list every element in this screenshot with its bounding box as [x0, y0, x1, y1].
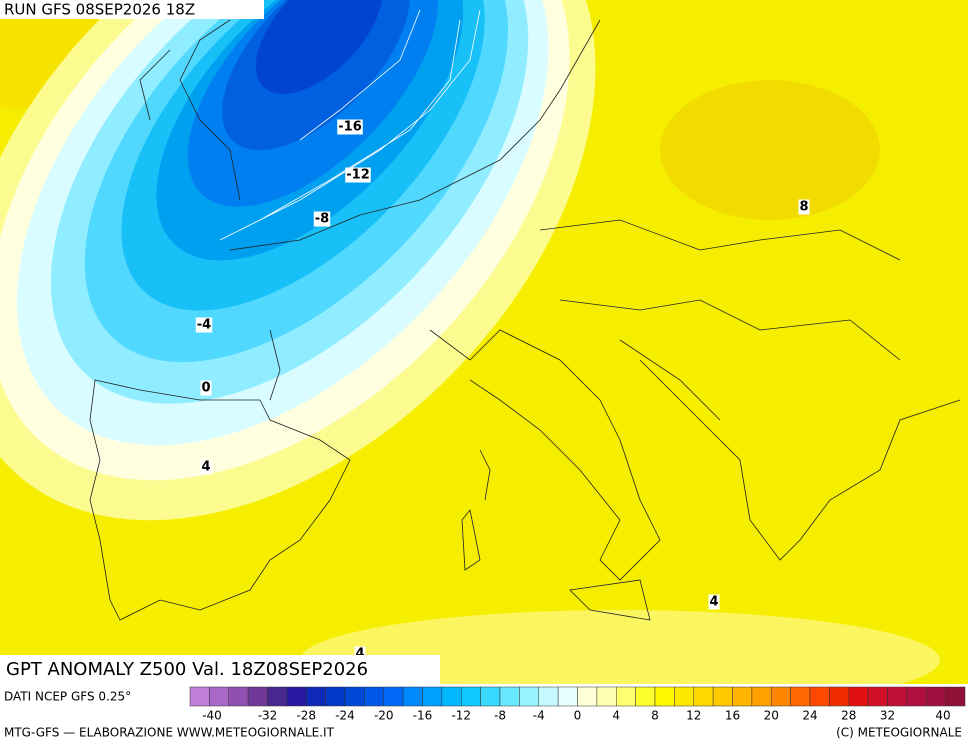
colorbar-tick-label: 16 — [725, 709, 740, 723]
contour-label: 4 — [201, 460, 210, 475]
colorbar-tick-label: 24 — [802, 709, 817, 723]
map-title: GPT ANOMALY Z500 Val. 18Z08SEP2026 — [6, 659, 368, 680]
colorbar-swatch — [402, 686, 423, 707]
colorbar: -40 -32 -28 -24 -20 -16 -12 -8 -4 0 4 8 12 16 20 24 28 32… — [189, 686, 966, 723]
footer-left: MTG-GFS — ELABORAZIONE WWW.METEOGIORNALE… — [4, 726, 335, 740]
colorbar-swatch — [867, 686, 888, 707]
contour-label-bg — [708, 594, 720, 610]
colorbar-tick-label: 12 — [686, 709, 701, 723]
coastline — [139, 19, 241, 201]
colorbar-swatch — [771, 686, 791, 707]
run-box — [0, 0, 264, 19]
colorbar-swatch — [189, 686, 210, 707]
map — [0, 0, 968, 684]
colorbar-tick-label: 28 — [841, 709, 856, 723]
colorbar-tick-label: -4 — [533, 709, 545, 723]
coastline — [269, 329, 661, 581]
footer-right: (C) METEOGIORNALE — [836, 726, 962, 740]
colorbar-swatch — [809, 686, 830, 707]
coastline — [639, 359, 961, 561]
colorbar-tick-label: -40 — [202, 709, 222, 723]
colorbar-swatch — [247, 686, 268, 707]
colorbar-tick-label: -32 — [258, 709, 278, 723]
contour-label-bg — [200, 380, 212, 396]
colorbar-swatch — [596, 686, 617, 707]
colorbar-swatch — [693, 686, 714, 707]
data-source: DATI NCEP GFS 0.25° — [4, 690, 131, 704]
colorbar-swatch — [422, 686, 443, 707]
contour — [219, 9, 481, 241]
colorbar-swatch — [499, 686, 520, 707]
colorbar-tick-label: -28 — [296, 709, 316, 723]
contour-label-bg — [798, 199, 810, 215]
colorbar-tick-label: -16 — [413, 709, 433, 723]
contour-label-bg — [200, 459, 212, 475]
colorbar-swatch — [577, 686, 598, 707]
contour-label: 4 — [709, 595, 718, 610]
colorbar-swatch — [790, 686, 811, 707]
contour-label: 0 — [201, 381, 210, 396]
border — [539, 219, 901, 421]
colorbar-swatch — [383, 686, 404, 707]
colorbar-swatch — [906, 686, 927, 707]
contour-label: 8 — [799, 200, 808, 215]
contour-label: -8 — [315, 212, 329, 227]
colorbar-swatch — [926, 686, 946, 707]
colorbar-swatch — [635, 686, 656, 707]
contour-label: -12 — [346, 168, 370, 183]
contour-label-bg — [354, 646, 366, 662]
colorbar-swatch — [654, 686, 675, 707]
colorbar-swatch — [751, 686, 772, 707]
title-box — [0, 655, 440, 684]
colorbar-swatch — [228, 686, 249, 707]
anomaly-area — [660, 80, 880, 220]
colorbar-swatch — [344, 686, 365, 707]
colorbar-swatch — [306, 686, 326, 707]
colorbar-tick-label: 32 — [880, 709, 895, 723]
colorbar-swatch — [325, 686, 346, 707]
contour-label-bg — [313, 211, 331, 227]
contour-label-bg — [337, 119, 363, 135]
coastline — [89, 379, 351, 621]
colorbar-tick-label: 8 — [651, 709, 659, 723]
anomaly-area — [300, 610, 940, 684]
colorbar-tick-label: 20 — [764, 709, 779, 723]
colorbar-swatch — [732, 686, 753, 707]
contour-label: -16 — [338, 120, 362, 135]
colorbar-swatch — [538, 686, 559, 707]
contour-label-bg — [345, 167, 371, 183]
coastline — [229, 19, 601, 251]
colorbar-swatch — [557, 686, 578, 707]
colorbar-tick-label: -8 — [494, 709, 506, 723]
run-label: RUN GFS 08SEP2026 18Z — [4, 1, 195, 19]
colorbar-swatch — [364, 686, 384, 707]
colorbar-swatch — [674, 686, 694, 707]
colorbar-tick-label: -12 — [451, 709, 471, 723]
colorbar-swatch — [519, 686, 539, 707]
colorbar-swatch — [461, 686, 481, 707]
colorbar-swatch — [480, 686, 501, 707]
colorbar-tick-label: -24 — [335, 709, 355, 723]
colorbar-tick-label: 0 — [574, 709, 582, 723]
colorbar-swatch — [945, 686, 966, 707]
colorbar-swatch — [887, 686, 908, 707]
coastline — [461, 449, 651, 621]
contour-label: -4 — [197, 318, 211, 333]
colorbar-swatch — [209, 686, 229, 707]
colorbar-tick-label: -20 — [374, 709, 394, 723]
colorbar-swatch — [267, 686, 288, 707]
colorbar-swatch — [616, 686, 636, 707]
colorbar-swatch — [848, 686, 869, 707]
contour-label: 4 — [355, 647, 364, 662]
contour-label-bg — [195, 317, 213, 333]
colorbar-swatch — [829, 686, 849, 707]
colorbar-tick-label: 40 — [935, 709, 950, 723]
colorbar-tick-label: 4 — [612, 709, 620, 723]
colorbar-swatch — [712, 686, 733, 707]
colorbar-swatch — [441, 686, 462, 707]
colorbar-swatch — [286, 686, 307, 707]
low-anomaly — [0, 0, 596, 521]
